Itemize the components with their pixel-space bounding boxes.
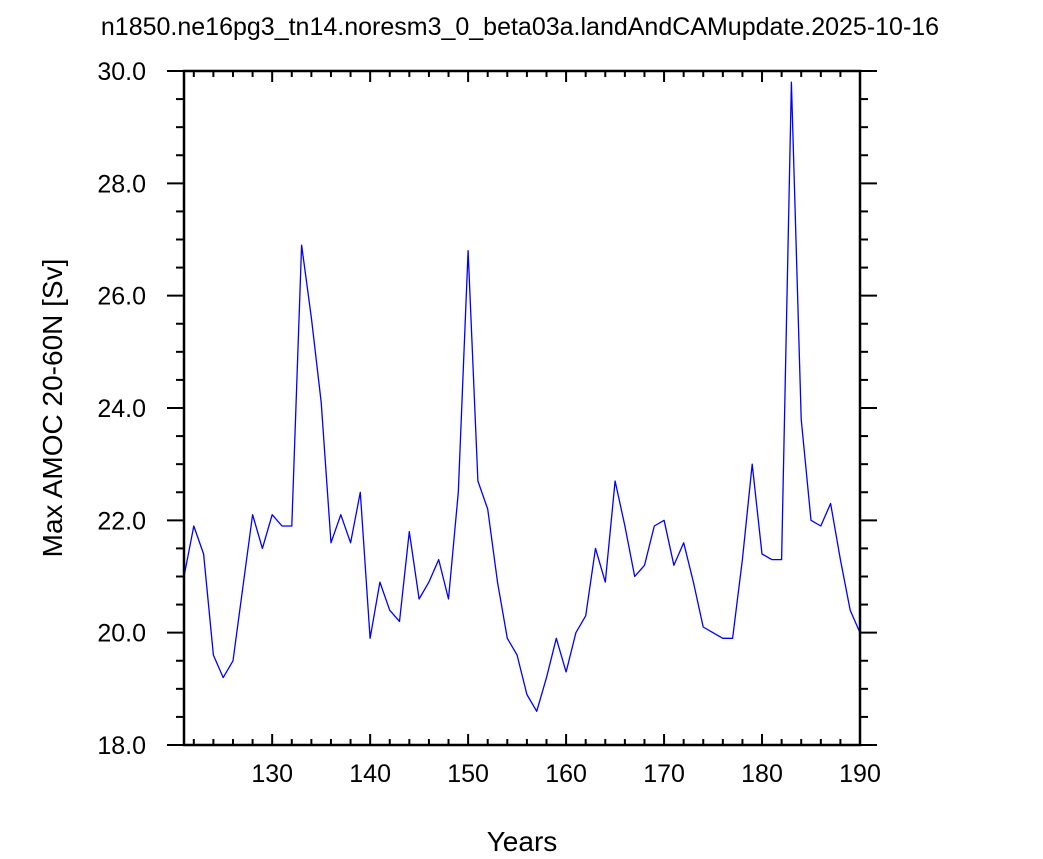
plot-frame (182, 69, 862, 747)
x-tick-label: 160 (545, 760, 587, 788)
y-tick-label: 26.0 (97, 283, 146, 311)
x-tick-label: 130 (251, 760, 293, 788)
axis-ticks (167, 70, 877, 746)
y-tick-label: 18.0 (97, 732, 146, 760)
x-tick-label: 180 (741, 760, 783, 788)
y-tick-label: 22.0 (97, 507, 146, 535)
x-axis-label: Years (487, 826, 558, 857)
y-axis-label: Max AMOC 20-60N [Sv] (37, 259, 68, 558)
x-tick-label: 170 (643, 760, 685, 788)
x-tick-label: 190 (839, 760, 881, 788)
tick-labels: 130 140 150 160 170 180 190 18.0 20.0 22.0 24.0 26.… (97, 58, 881, 788)
chart-title: n1850.ne16pg3_tn14.noresm3_0_beta03a.lan… (101, 13, 939, 41)
y-tick-label: 30.0 (97, 58, 146, 86)
series-line (183, 81, 861, 712)
y-tick-label: 24.0 (97, 395, 146, 423)
x-tick-label: 150 (447, 760, 489, 788)
x-tick-label: 140 (349, 760, 391, 788)
y-tick-label: 20.0 (97, 620, 146, 648)
y-tick-label: 28.0 (97, 170, 146, 198)
